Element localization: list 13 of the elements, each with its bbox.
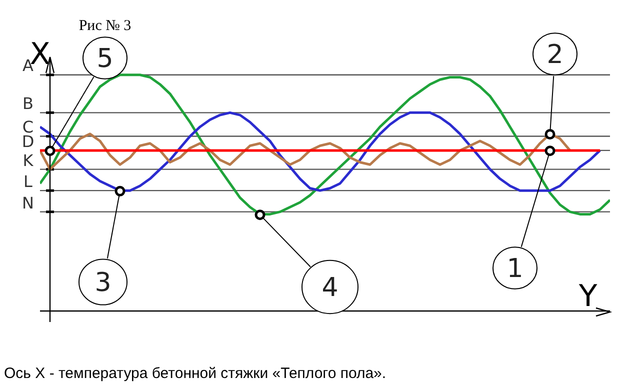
text: 2 [546, 40, 564, 70]
x-axis-title: Y [578, 279, 598, 314]
annotation: 3 [94, 268, 112, 298]
ref-line-label: B [22, 94, 34, 113]
ref-line-label: L [24, 172, 33, 192]
annotation: 4 [322, 273, 338, 303]
text: Ось X - температура бетонной стяжки «Теплого пола». [4, 365, 386, 382]
ref-line-label: K [22, 150, 34, 170]
ref-line-label: D [22, 132, 34, 151]
text: 5 [96, 44, 114, 74]
annotation: 1 [506, 254, 524, 284]
chart-title: Рис № 3 [78, 18, 132, 34]
ref-line-label: N [22, 193, 34, 212]
